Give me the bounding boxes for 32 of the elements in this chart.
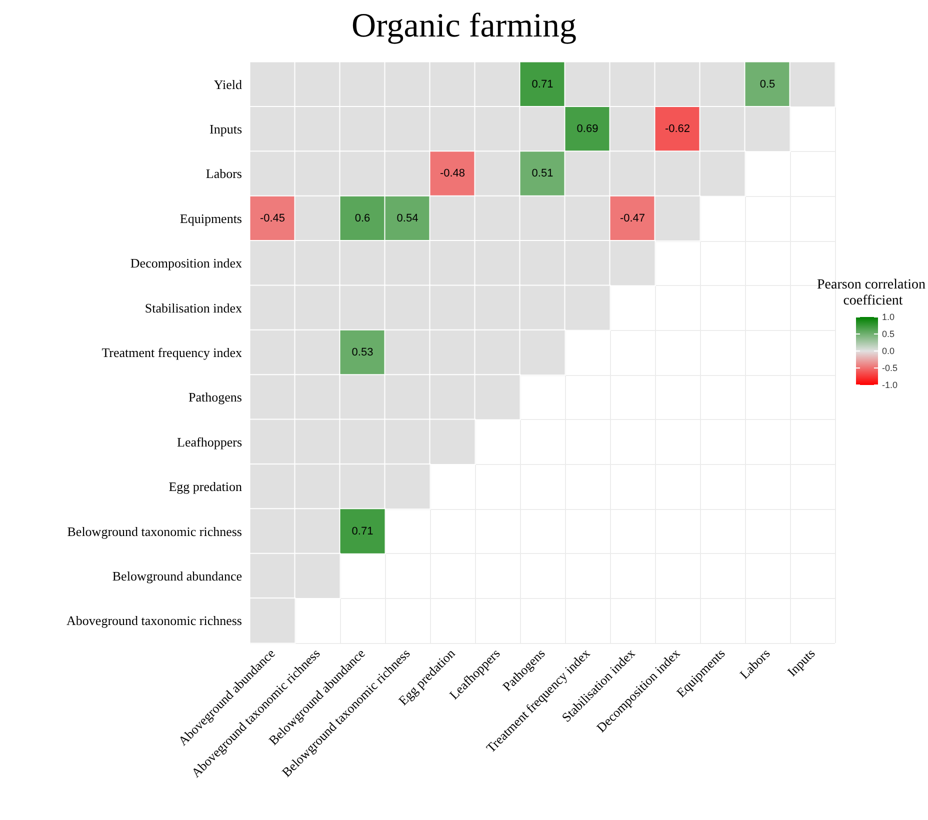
y-tick-label: Stabilisation index [144, 300, 242, 316]
y-tick-label: Treatment frequency index [102, 345, 242, 360]
color-bar-label: 0.5 [882, 329, 895, 339]
data-label: -0.62 [664, 123, 690, 136]
data-label: -0.45 [260, 212, 286, 224]
data-label: 0.71 [532, 78, 554, 90]
data-label: 0.51 [532, 168, 554, 180]
y-tick-label: Aboveground taxonomic richness [66, 613, 242, 628]
color-bar-label: -0.5 [882, 363, 898, 373]
y-tick-label: Labors [206, 166, 242, 182]
data-label: -0.47 [620, 212, 646, 224]
color-bar-label: -1.0 [882, 380, 898, 390]
y-tick-label: Egg predation [168, 479, 242, 494]
data-label: 0.53 [352, 346, 374, 358]
data-label: 0.69 [576, 123, 598, 136]
color-bar-label: 1.0 [882, 312, 895, 322]
data-label: 0.54 [396, 212, 418, 224]
y-tick-label: Pathogens [188, 390, 242, 405]
y-tick-label: Leafhoppers [177, 434, 242, 450]
y-tick-label: Equipments [180, 210, 242, 226]
data-label: 0.6 [354, 212, 370, 224]
data-label: -0.48 [440, 168, 466, 180]
y-tick-label: Yield [214, 76, 242, 92]
y-tick-label: Inputs [210, 122, 242, 137]
data-label: 0.71 [352, 525, 374, 538]
color-bar-label: 0.0 [882, 346, 895, 356]
data-label: 0.5 [760, 78, 776, 90]
y-tick-label: Decomposition index [130, 256, 242, 271]
y-tick-label: Belowground abundance [112, 568, 242, 584]
color-bar-title: Pearson correlation coefficient [817, 278, 928, 308]
chart-title: Organic farming [351, 8, 577, 44]
y-tick-label: Belowground taxonomic richness [67, 524, 242, 539]
